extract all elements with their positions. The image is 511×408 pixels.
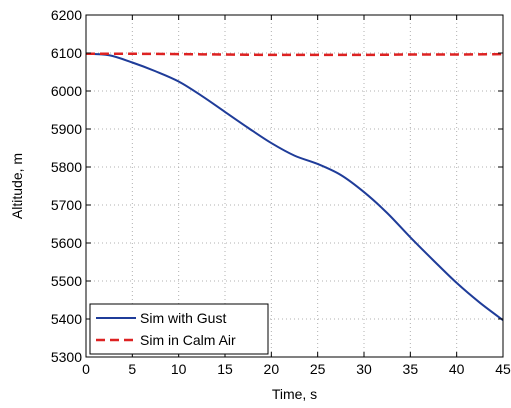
x-tick-label: 40 <box>449 361 465 377</box>
y-tick-label: 6000 <box>51 83 82 99</box>
y-tick-label: 5600 <box>51 235 82 251</box>
series-lines <box>85 52 504 321</box>
x-tick-label: 30 <box>356 361 372 377</box>
y-tick-label: 5900 <box>51 121 82 137</box>
grid-lines <box>86 15 503 357</box>
legend-box <box>89 303 269 355</box>
y-axis-label: Altitude, m <box>9 153 25 219</box>
x-tick-label: 35 <box>403 361 419 377</box>
y-tick-label: 5400 <box>51 311 82 327</box>
x-tick-label: 45 <box>495 361 511 377</box>
x-tick-label: 0 <box>82 361 90 377</box>
x-axis-label: Time, s <box>272 386 317 402</box>
series-line-1 <box>85 52 504 57</box>
y-tick-label: 5300 <box>51 349 82 365</box>
y-tick-label: 6200 <box>51 7 82 23</box>
tick-labels: 0 5 10 15 20 25 30 35 40 45 5300 5400 5500 5600 5700 58… <box>51 7 511 377</box>
x-tick-label: 10 <box>171 361 187 377</box>
series-line-0 <box>85 52 504 321</box>
y-tick-label: 5800 <box>51 159 82 175</box>
legend-entry: Sim in Calm Air <box>140 332 236 348</box>
y-tick-label: 5700 <box>51 197 82 213</box>
plot-frame <box>85 14 504 358</box>
x-tick-label: 15 <box>217 361 233 377</box>
x-tick-label: 20 <box>264 361 280 377</box>
x-tick-label: 5 <box>128 361 136 377</box>
y-tick-label: 6100 <box>51 45 82 61</box>
y-tick-label: 5500 <box>51 273 82 289</box>
legend: Sim with Gust Sim in Calm Air <box>89 303 269 355</box>
x-tick-label: 25 <box>310 361 326 377</box>
legend-entry: Sim with Gust <box>140 310 226 326</box>
